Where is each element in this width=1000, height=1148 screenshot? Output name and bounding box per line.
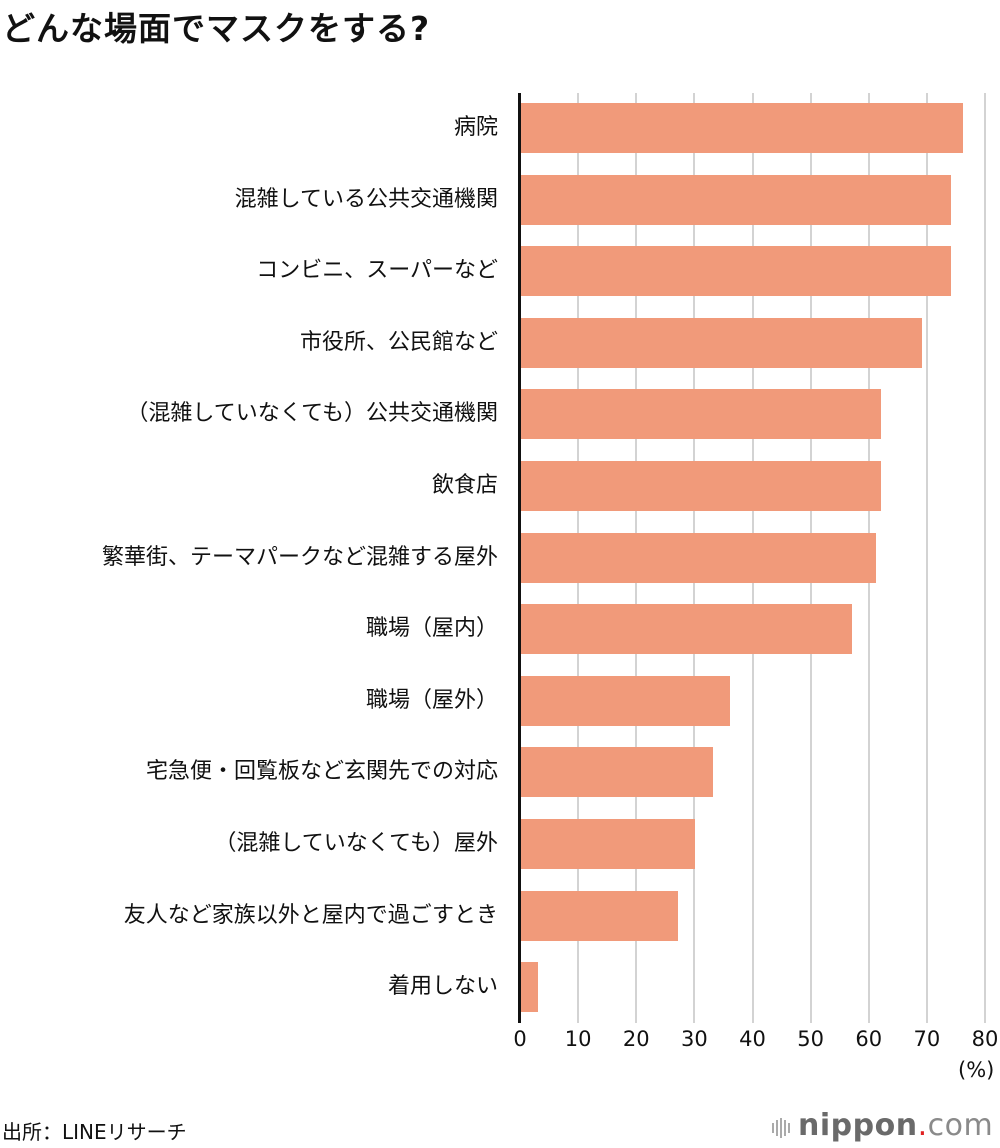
category-label: 職場（屋内） [365,616,498,642]
plot-area [518,93,986,1023]
bar [521,747,713,798]
bar [521,890,678,941]
soundwave-icon [772,1109,792,1144]
x-tick-label: 60 [855,1027,883,1051]
category-label: 飲食店 [431,473,498,498]
bar [521,819,696,869]
bar [521,246,952,297]
nippon-logo: nippon.com [772,1108,993,1144]
category-label: 市役所、公民館など [299,329,498,355]
bar [521,103,963,153]
category-label: 混雑している公共交通機関 [234,186,498,212]
source-note: 出所：LINEリサーチ [2,1120,187,1144]
category-label: 病院 [453,115,498,140]
x-tick-label: 80 [971,1027,999,1051]
logo-suffix: com [927,1108,994,1143]
bar [521,962,539,1013]
category-label: （混雑していなくても）屋外 [214,831,498,856]
bar [521,317,923,368]
category-label: 友人など家族以外と屋内で過ごすとき [123,902,498,928]
gridline [925,93,928,1023]
bar [521,604,853,655]
y-axis-line [518,93,521,1023]
chart-title: どんな場面でマスクをする? [2,9,431,48]
bar [521,675,731,726]
category-label: 着用しない [387,974,498,1000]
category-label: 繁華街、テーマパークなど混雑する屋外 [101,544,498,570]
x-tick-label: 50 [797,1027,824,1051]
x-tick-label: 0 [513,1027,527,1051]
category-label: コンビニ、スーパーなど [256,258,498,284]
logo-name: nippon [798,1108,918,1143]
x-tick-label: 20 [622,1027,650,1051]
category-label: （混雑していなくても）公共交通機関 [126,401,498,427]
x-tick-label: 40 [739,1027,766,1051]
x-axis-unit: (%) [958,1058,995,1082]
x-tick-label: 30 [681,1027,708,1051]
gridline [984,93,986,1023]
category-label: 宅急便・回覧板など玄関先での対応 [145,759,498,785]
x-tick-label: 70 [913,1027,941,1051]
category-label: 職場（屋外） [365,687,498,713]
bar [521,532,876,583]
bar [521,461,882,511]
bar [521,174,952,225]
x-tick-label: 10 [564,1027,592,1051]
logo-dot: . [917,1108,928,1143]
bar [521,389,882,440]
